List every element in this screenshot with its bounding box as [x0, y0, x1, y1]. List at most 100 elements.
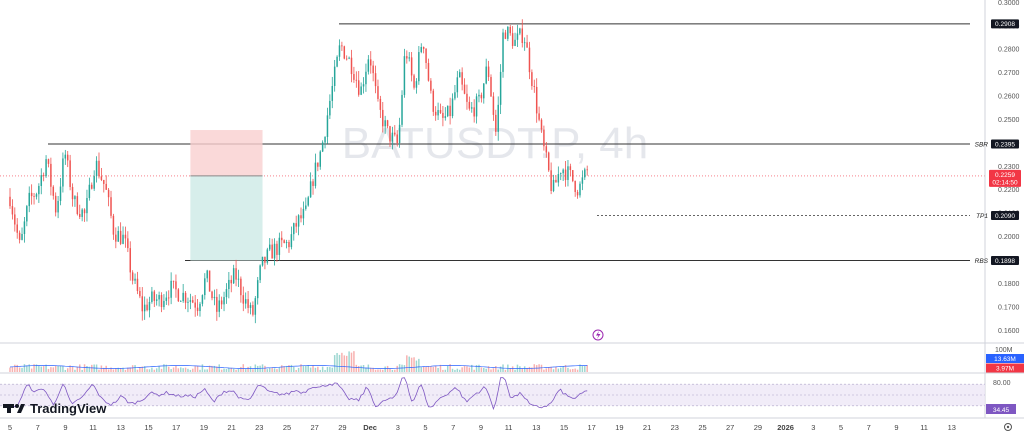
- volume-bar: [302, 366, 305, 372]
- candle: [444, 107, 447, 121]
- candle: [192, 296, 194, 304]
- candle: [223, 291, 225, 312]
- candle: [454, 84, 456, 101]
- volume-bar: [319, 369, 321, 372]
- volume-bar: [64, 369, 67, 372]
- volume-bar: [216, 366, 218, 372]
- candle: [312, 178, 314, 195]
- volume-bar: [295, 369, 297, 372]
- candle: [247, 290, 249, 314]
- candle: [562, 168, 564, 181]
- candle: [119, 222, 122, 246]
- svg-text:0.2908: 0.2908: [995, 21, 1015, 28]
- candle: [88, 177, 91, 201]
- volume-bar: [396, 365, 398, 372]
- volume-bar: [483, 367, 485, 372]
- time-axis[interactable]: 5 7 9 11 13 15 17 19 21 23 25 27 29 Dec 3 5 7 9 11 13 15 17 19…: [8, 423, 956, 432]
- candle: [353, 66, 355, 83]
- candle: [59, 178, 62, 206]
- volume-bar: [160, 368, 163, 372]
- x-tick-label: 19: [200, 423, 208, 432]
- volume-bar: [266, 369, 269, 372]
- volume-bar: [213, 365, 216, 372]
- candle: [446, 105, 449, 118]
- volume-bar: [127, 367, 129, 372]
- candle: [449, 97, 451, 125]
- candle: [213, 289, 216, 306]
- volume-bar: [117, 367, 119, 372]
- level-value-tag: 0.2090: [991, 211, 1019, 221]
- volume-bar: [485, 368, 487, 372]
- volume-bar: [391, 369, 394, 372]
- candle: [300, 207, 302, 223]
- volume-bar: [307, 365, 309, 372]
- stop-loss-zone[interactable]: [190, 130, 263, 176]
- candle: [91, 182, 93, 190]
- candle: [237, 269, 240, 287]
- volume-bar: [223, 368, 225, 372]
- candle: [516, 24, 519, 48]
- volume-bar: [235, 369, 237, 372]
- candle: [434, 106, 437, 121]
- candle: [153, 289, 156, 308]
- candle: [439, 103, 442, 115]
- volume-bar: [521, 368, 524, 372]
- volume-bar: [562, 366, 564, 372]
- volume-bar: [468, 367, 471, 372]
- candle: [194, 294, 196, 317]
- volume-bar: [122, 367, 124, 372]
- y-tick-label: 0.1800: [998, 281, 1020, 288]
- candle: [155, 294, 158, 306]
- volume-bar: [62, 366, 64, 372]
- candle: [256, 276, 259, 305]
- volume-bar: [531, 367, 533, 372]
- candle: [175, 274, 177, 298]
- volume-bar: [196, 366, 199, 372]
- volume-bar: [71, 366, 74, 372]
- volume-bar: [112, 369, 115, 372]
- volume-bar: [348, 351, 350, 372]
- volume-bar: [425, 366, 427, 372]
- x-tick-label: 5: [839, 423, 843, 432]
- level-value-tag: 0.1898: [991, 255, 1019, 265]
- candle: [362, 77, 365, 94]
- tradingview-logo[interactable]: TradingView: [3, 401, 107, 416]
- svg-text:0.2395: 0.2395: [995, 141, 1015, 148]
- candle: [244, 292, 247, 309]
- candle: [136, 271, 139, 295]
- x-tick-label: 9: [894, 423, 898, 432]
- candle: [379, 95, 382, 119]
- take-profit-zone[interactable]: [190, 175, 263, 261]
- candle: [523, 37, 526, 51]
- volume-bar: [586, 364, 588, 372]
- volume-bar: [461, 367, 463, 372]
- volume-tag-1: 13.63M: [986, 354, 1024, 363]
- candle: [576, 189, 579, 199]
- volume-bar: [249, 366, 252, 372]
- volume-bar: [430, 366, 432, 372]
- candle: [499, 64, 502, 115]
- gear-icon[interactable]: [1004, 423, 1012, 431]
- volume-bar: [170, 369, 172, 372]
- volume-bar: [78, 364, 81, 372]
- candle: [180, 300, 182, 302]
- candle: [281, 231, 283, 248]
- candle: [187, 297, 189, 313]
- volume-bar: [189, 369, 192, 372]
- candle: [148, 296, 151, 318]
- volume-bar: [569, 369, 572, 372]
- price-axis[interactable]: 0.16000.17000.18000.19000.20000.21000.22…: [998, 0, 1020, 335]
- lightning-icon[interactable]: [592, 329, 604, 341]
- candle: [360, 82, 362, 96]
- candle: [317, 162, 319, 172]
- candle: [490, 74, 492, 98]
- candle: [276, 240, 278, 262]
- candle: [413, 73, 415, 90]
- volume-bar: [134, 365, 136, 372]
- volume-bar: [194, 366, 196, 372]
- candle: [293, 222, 295, 241]
- volume-bar: [326, 366, 329, 372]
- candle: [42, 172, 45, 182]
- candle: [52, 185, 55, 200]
